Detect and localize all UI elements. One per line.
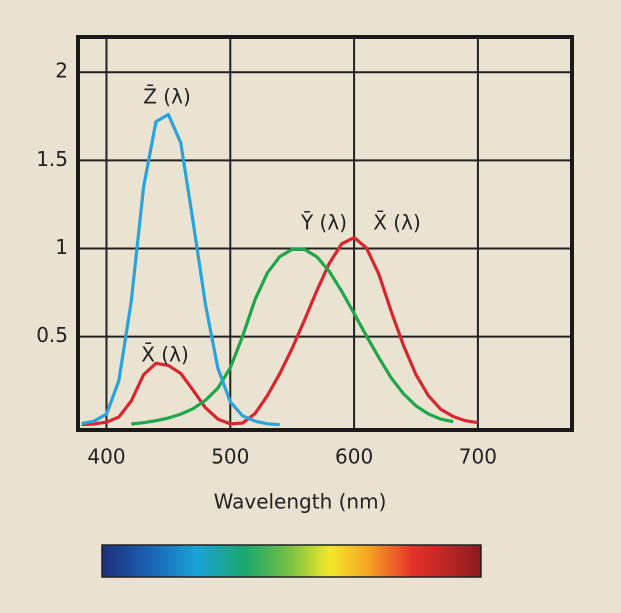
y-tick-label: 0.5 [36, 323, 68, 347]
x-tick-label: 700 [459, 445, 497, 469]
curve-annotation: Z̄ (λ) [143, 84, 191, 109]
curve-annotation: X̄ (λ) [141, 342, 189, 367]
x-tick-label: 600 [335, 445, 373, 469]
plot-border [76, 35, 574, 432]
y-tick-label: 2 [55, 59, 68, 83]
y-tick-label: 1 [55, 235, 68, 259]
curve-annotation: X̄ (λ) [373, 210, 421, 235]
spectrum-bar [101, 544, 482, 578]
x-tick-label: 500 [211, 445, 249, 469]
y-tick-label: 1.5 [36, 147, 68, 171]
x-axis-label: Wavelength (nm) [214, 490, 387, 514]
series-line [81, 112, 280, 427]
series-line [131, 247, 454, 426]
curve-annotation: Ȳ (λ) [300, 211, 347, 235]
series-line [81, 235, 479, 427]
x-tick-label: 400 [87, 445, 125, 469]
